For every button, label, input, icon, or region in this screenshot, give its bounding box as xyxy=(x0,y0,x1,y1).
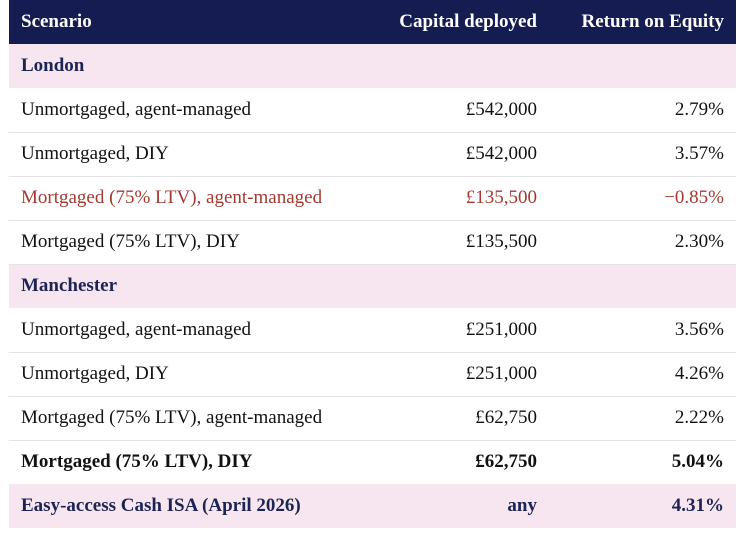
table-row: Mortgaged (75% LTV), agent-managed £62,7… xyxy=(9,396,736,440)
group-label: London xyxy=(21,55,85,76)
capital-cell: £251,000 xyxy=(465,318,537,340)
scenario-cell: Unmortgaged, agent-managed xyxy=(21,318,252,340)
table-row: Mortgaged (75% LTV), DIY £135,500 2.30% xyxy=(9,220,736,264)
scenario-cell: Mortgaged (75% LTV), DIY xyxy=(21,451,253,473)
scenario-cell: Mortgaged (75% LTV), DIY xyxy=(21,231,240,252)
table-row-best: Mortgaged (75% LTV), DIY £62,750 5.04% xyxy=(9,440,736,484)
scenario-cell: Mortgaged (75% LTV), agent-managed xyxy=(21,187,323,208)
header-capital-deployed: Capital deployed xyxy=(399,11,537,32)
roe-cell: 2.30% xyxy=(674,231,724,252)
capital-cell: £62,750 xyxy=(475,407,537,428)
roe-cell: −0.85% xyxy=(664,187,724,208)
roe-comparison-table: Scenario Capital deployed Return on Equi… xyxy=(9,0,736,528)
roe-cell: 4.26% xyxy=(674,363,724,384)
scenario-cell: Easy-access Cash ISA (April 2026) xyxy=(21,495,301,516)
capital-cell: £542,000 xyxy=(465,143,537,164)
capital-cell: £62,750 xyxy=(475,451,537,473)
capital-cell: any xyxy=(507,495,537,516)
header-row: Scenario Capital deployed Return on Equi… xyxy=(9,0,736,44)
roe-cell: 3.57% xyxy=(674,143,724,164)
capital-cell: £251,000 xyxy=(465,363,537,384)
roe-cell: 3.56% xyxy=(674,318,724,340)
header-return-on-equity: Return on Equity xyxy=(581,11,724,32)
capital-cell: £135,500 xyxy=(465,231,537,252)
roe-comparison-table-container: Scenario Capital deployed Return on Equi… xyxy=(9,0,736,528)
benchmark-row-cash-isa: Easy-access Cash ISA (April 2026) any 4.… xyxy=(9,484,736,528)
capital-cell: £542,000 xyxy=(465,98,537,120)
group-row-manchester: Manchester xyxy=(9,264,736,308)
roe-cell: 5.04% xyxy=(671,451,724,473)
group-row-london: London xyxy=(9,44,736,88)
header-scenario: Scenario xyxy=(21,11,92,32)
capital-cell: £135,500 xyxy=(465,187,537,208)
table-row: Unmortgaged, DIY £251,000 4.26% xyxy=(9,352,736,396)
roe-cell: 2.79% xyxy=(674,98,724,120)
table-row: Unmortgaged, agent-managed £251,000 3.56… xyxy=(9,308,736,352)
roe-cell: 2.22% xyxy=(674,407,724,428)
scenario-cell: Unmortgaged, agent-managed xyxy=(21,98,252,120)
table-row-negative: Mortgaged (75% LTV), agent-managed £135,… xyxy=(9,176,736,220)
roe-cell: 4.31% xyxy=(671,495,724,516)
scenario-cell: Unmortgaged, DIY xyxy=(21,363,169,384)
group-label: Manchester xyxy=(21,275,118,297)
scenario-cell: Mortgaged (75% LTV), agent-managed xyxy=(21,407,323,428)
table-row: Unmortgaged, agent-managed £542,000 2.79… xyxy=(9,88,736,132)
table-row: Unmortgaged, DIY £542,000 3.57% xyxy=(9,132,736,176)
scenario-cell: Unmortgaged, DIY xyxy=(21,143,169,164)
table-body: London Unmortgaged, agent-managed £542,0… xyxy=(9,44,736,528)
table-header: Scenario Capital deployed Return on Equi… xyxy=(9,0,736,44)
